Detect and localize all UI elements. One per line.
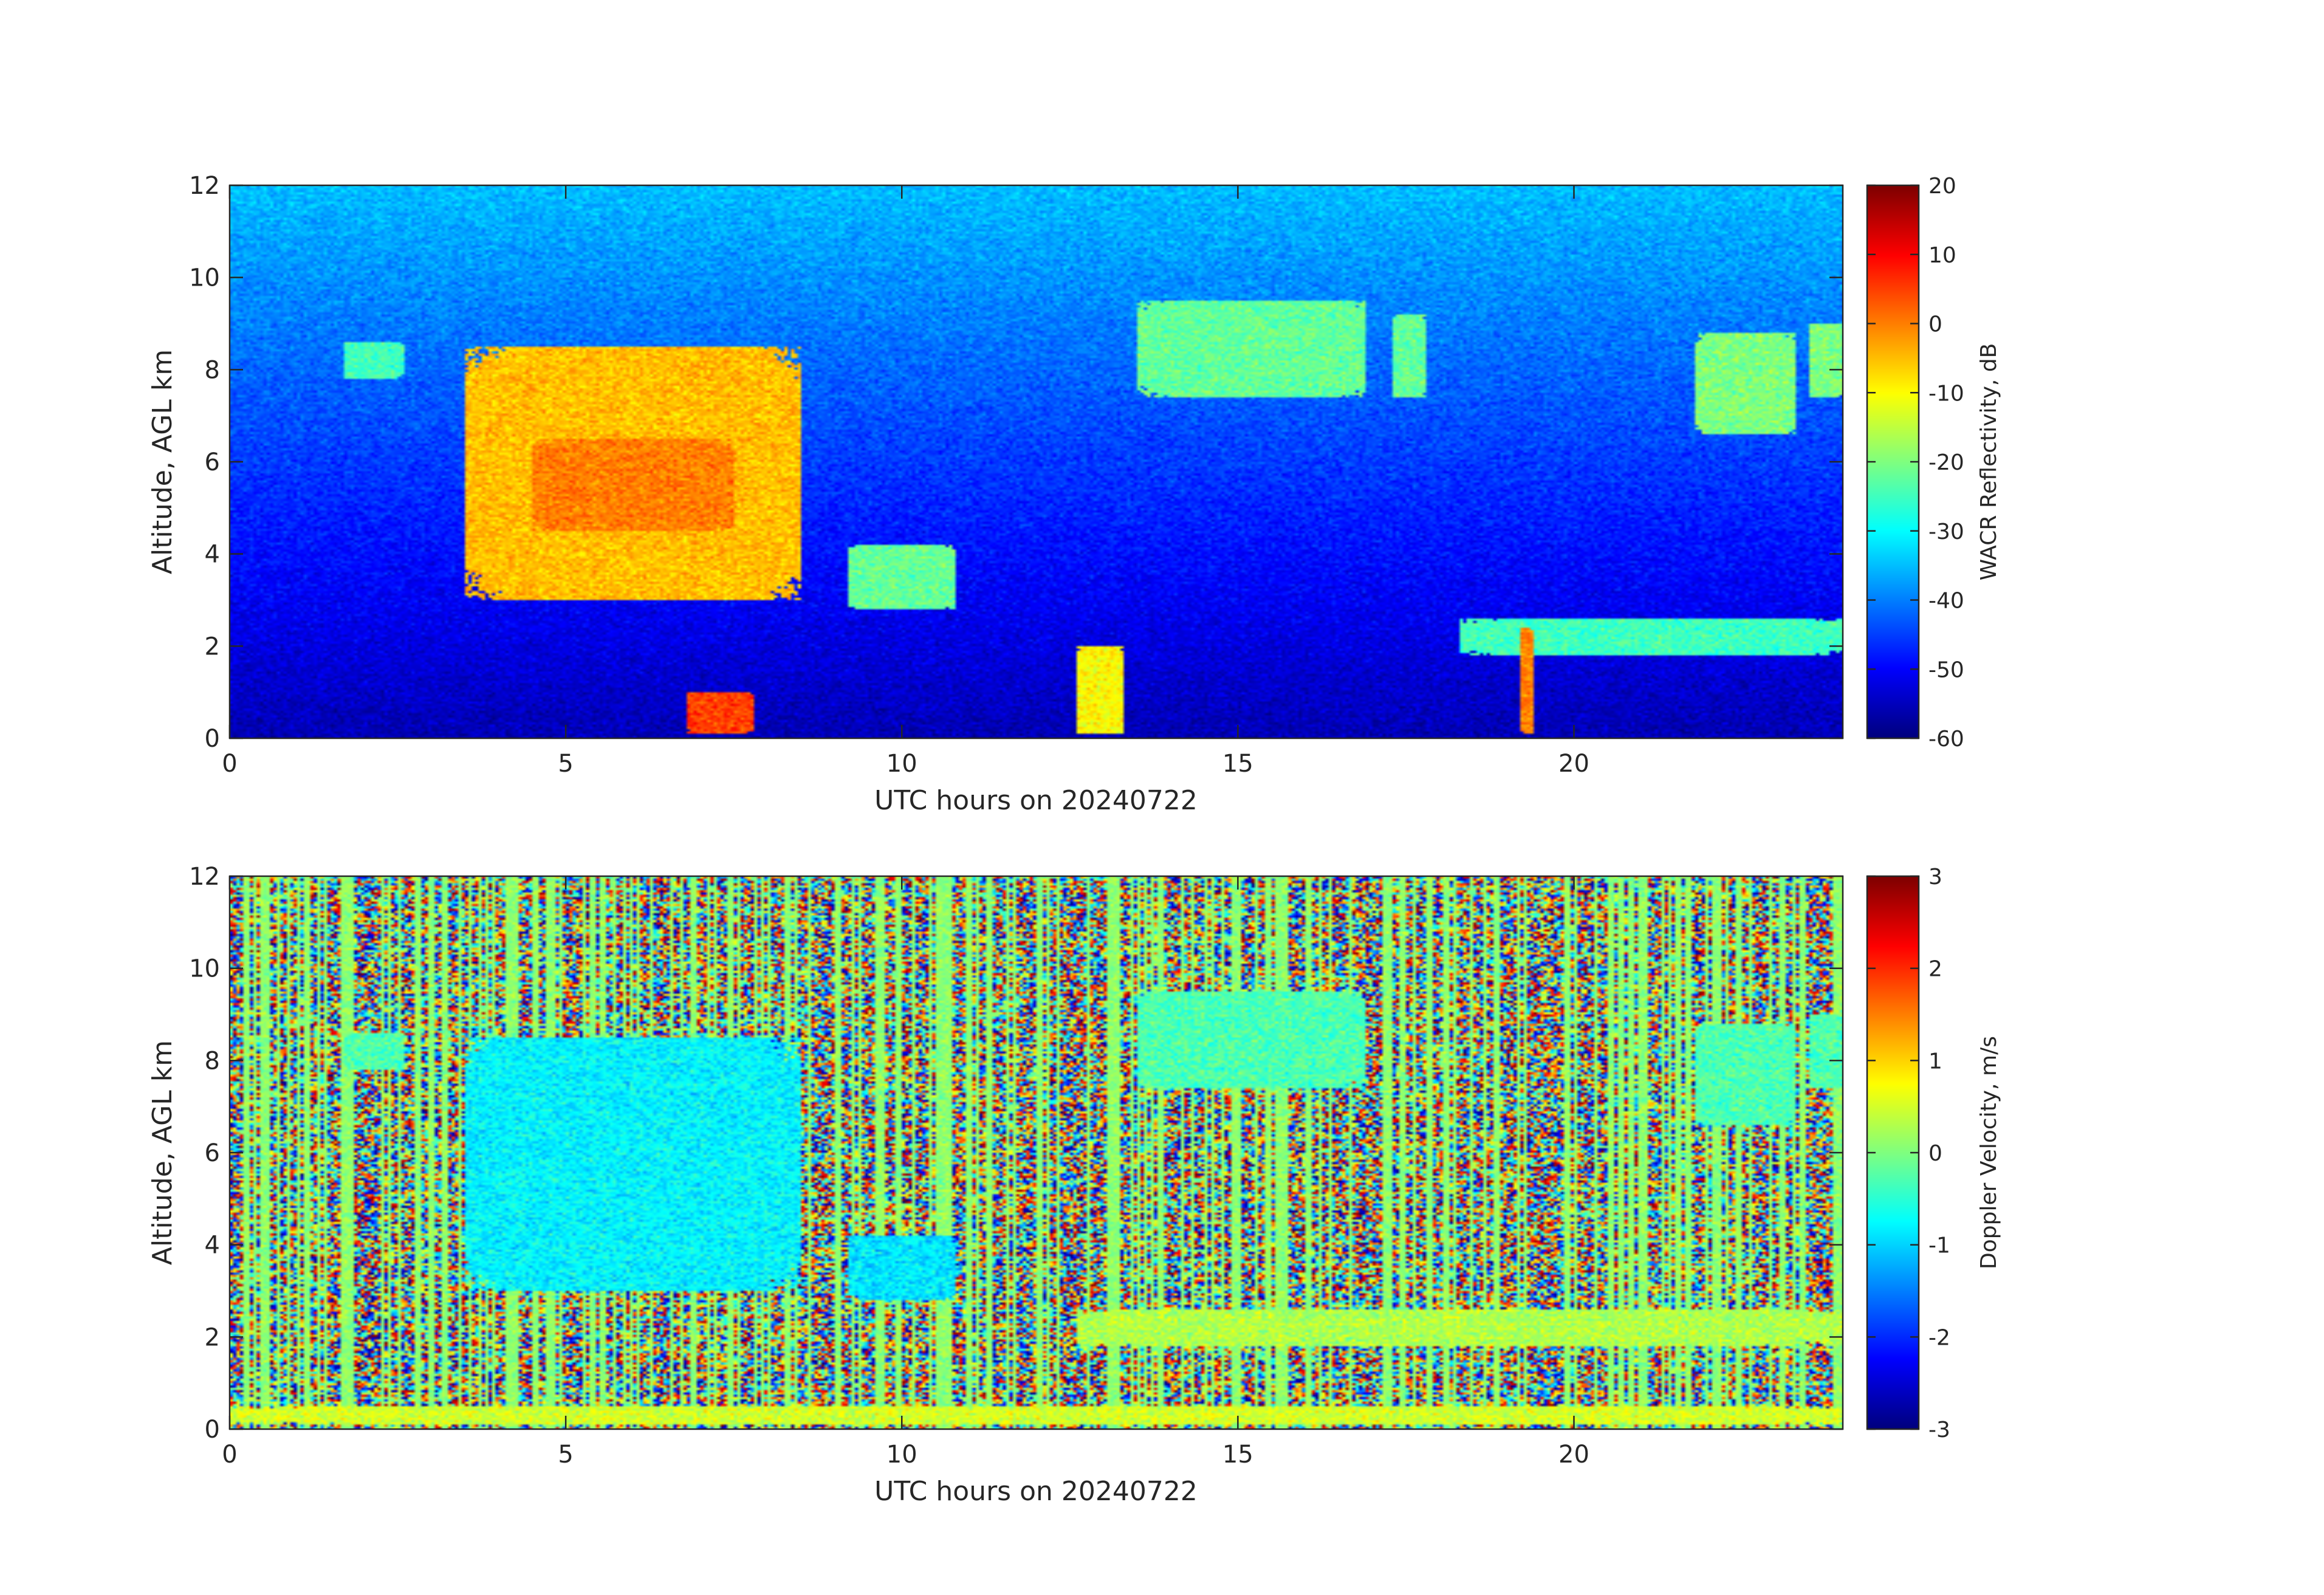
reflectivity-heatmap xyxy=(230,185,1843,738)
x-tick-label: 5 xyxy=(558,1441,573,1469)
velocity-colorbar-axis: -3 -2 -1 0 1 2 3 xyxy=(1866,865,1950,1442)
colorbar-tick-label: 1 xyxy=(1928,1049,1942,1074)
y-tick-label: 12 xyxy=(189,172,220,200)
y-tick-label: 0 xyxy=(205,1416,220,1444)
velocity-heatmap xyxy=(230,876,1843,1429)
reflectivity-axes: 0 5 10 15 20 0 2 4 6 8 10 12 xyxy=(189,172,1844,778)
colorbar-tick-label: -2 xyxy=(1928,1325,1950,1350)
x-tick-label: 5 xyxy=(558,750,573,778)
reflectivity-colorbar-axis: -60 -50 -40 -30 -20 -10 0 10 20 xyxy=(1866,174,1964,752)
x-tick-label: 15 xyxy=(1222,1441,1253,1469)
x-tick-label: 0 xyxy=(222,1441,237,1469)
y-tick-label: 2 xyxy=(205,1323,220,1351)
y-tick-label: 8 xyxy=(205,1047,220,1075)
reflectivity-colorbar xyxy=(1867,185,1919,738)
velocity-colorbar-label: Doppler Velocity, m/s xyxy=(1976,1036,2001,1269)
y-tick-label: 0 xyxy=(205,725,220,753)
x-tick-label: 20 xyxy=(1558,1441,1589,1469)
colorbar-tick-label: 10 xyxy=(1928,243,1956,268)
y-tick-label: 10 xyxy=(189,955,220,983)
colorbar-tick-label: -30 xyxy=(1928,520,1964,544)
colorbar-tick-label: 20 xyxy=(1928,174,1956,199)
colorbar-tick-label: -40 xyxy=(1928,589,1964,614)
reflectivity-x-axis-label: UTC hours on 20240722 xyxy=(874,785,1198,816)
colorbar-tick-label: -50 xyxy=(1928,657,1964,682)
x-tick-label: 15 xyxy=(1222,750,1253,778)
x-tick-label: 10 xyxy=(886,750,917,778)
x-tick-label: 0 xyxy=(222,750,237,778)
velocity-x-axis-label: UTC hours on 20240722 xyxy=(874,1476,1198,1507)
y-tick-label: 6 xyxy=(205,448,220,476)
colorbar-tick-label: 2 xyxy=(1928,957,1942,982)
colorbar-tick-label: 3 xyxy=(1928,865,1942,890)
y-tick-label: 12 xyxy=(189,863,220,891)
velocity-axes: 0 5 10 15 20 0 2 4 6 8 10 12 xyxy=(189,863,1844,1469)
colorbar-tick-label: -10 xyxy=(1928,381,1964,406)
reflectivity-y-axis-label: Altitude, AGL km xyxy=(147,349,178,574)
colorbar-tick-label: 0 xyxy=(1928,312,1942,337)
reflectivity-colorbar-label: WACR Reflectivity, dB xyxy=(1976,343,2001,581)
colorbar-tick-label: -3 xyxy=(1928,1418,1950,1442)
velocity-colorbar xyxy=(1867,876,1919,1429)
y-tick-label: 8 xyxy=(205,356,220,384)
y-tick-label: 4 xyxy=(205,541,220,569)
y-tick-label: 4 xyxy=(205,1232,220,1260)
y-tick-label: 2 xyxy=(205,633,220,660)
x-tick-label: 10 xyxy=(886,1441,917,1469)
velocity-y-axis-label: Altitude, AGL km xyxy=(147,1040,178,1265)
colorbar-tick-label: -20 xyxy=(1928,450,1964,475)
colorbar-tick-label: 0 xyxy=(1928,1141,1942,1166)
colorbar-tick-label: -60 xyxy=(1928,727,1964,752)
y-tick-label: 6 xyxy=(205,1139,220,1167)
y-tick-label: 10 xyxy=(189,264,220,292)
x-tick-label: 20 xyxy=(1558,750,1589,778)
colorbar-tick-label: -1 xyxy=(1928,1233,1950,1258)
